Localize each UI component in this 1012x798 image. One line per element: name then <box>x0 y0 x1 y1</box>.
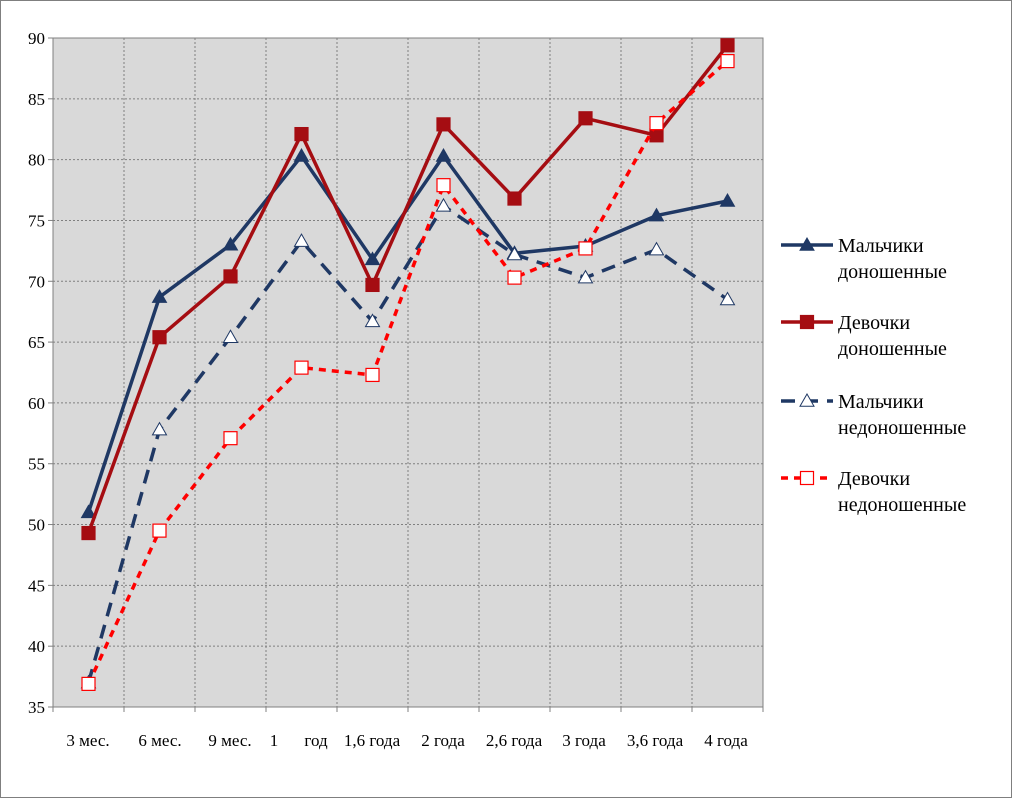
legend-label: недоношенные <box>838 494 966 516</box>
data-point-marker <box>799 236 815 251</box>
data-point-marker <box>222 236 239 251</box>
data-point-marker <box>293 147 310 162</box>
data-point-marker <box>720 38 735 53</box>
data-point-marker <box>719 291 736 306</box>
x-tick-label: 2,6 года <box>486 731 543 750</box>
data-point-marker <box>151 289 168 303</box>
data-point-marker <box>223 269 238 284</box>
data-point-marker <box>578 241 593 256</box>
data-point-marker <box>294 126 309 142</box>
x-tick-label: 2 года <box>421 731 465 750</box>
legend-item: Девочки доношенные <box>781 312 947 360</box>
data-point-marker <box>435 197 452 212</box>
y-axis: 35 40 45 50 55 60 65 70 75 80 85 90 <box>28 29 53 717</box>
data-point-marker <box>151 421 168 436</box>
x-tick-label: 9 мес. <box>208 731 251 750</box>
data-point-marker <box>365 367 380 383</box>
data-point-marker <box>719 192 736 207</box>
legend-label: Девочки <box>838 312 910 334</box>
x-tick-label: 1,6 года <box>344 731 401 750</box>
series-line <box>86 204 729 684</box>
data-point-marker <box>435 147 452 162</box>
data-point-marker <box>648 241 665 256</box>
grid-lines <box>53 38 763 707</box>
y-tick-label: 35 <box>28 698 45 717</box>
y-tick-label: 90 <box>28 29 45 48</box>
data-point-marker <box>223 431 238 446</box>
data-point-marker <box>649 116 664 131</box>
series-line <box>86 59 729 685</box>
legend-item: Мальчики доношенные <box>781 235 947 283</box>
x-tick-label: 3 мес. <box>66 731 109 750</box>
data-point-marker <box>81 676 96 691</box>
series-2 <box>81 38 735 541</box>
data-point-marker <box>222 329 239 343</box>
data-point-marker <box>799 470 815 486</box>
data-point-marker <box>799 314 815 330</box>
x-tick-label: 3,6 года <box>627 731 684 750</box>
data-point-marker <box>578 111 593 126</box>
data-point-marker <box>364 251 381 266</box>
x-tick-label: 6 мес. <box>138 731 181 750</box>
legend: МальчикидоношенныеДевочкидоношенныеМальч… <box>781 235 966 516</box>
y-tick-label: 45 <box>28 576 45 595</box>
data-point-marker <box>81 525 96 541</box>
y-tick-label: 75 <box>28 211 45 230</box>
y-tick-label: 55 <box>28 455 45 474</box>
y-tick-label: 85 <box>28 90 45 109</box>
data-point-marker <box>364 313 381 328</box>
data-point-marker <box>152 330 167 345</box>
series-group <box>80 38 736 691</box>
data-point-marker <box>720 54 735 69</box>
data-point-marker <box>152 523 167 538</box>
y-tick-label: 60 <box>28 394 45 413</box>
legend-label: недоношенные <box>838 417 966 439</box>
legend-item: Мальчики недоношенные <box>781 391 966 439</box>
data-point-marker <box>799 392 815 407</box>
data-point-marker <box>507 191 522 206</box>
x-tick-label: 3 года <box>562 731 606 750</box>
y-tick-label: 50 <box>28 516 45 535</box>
data-point-marker <box>648 207 665 222</box>
data-point-marker <box>506 246 523 261</box>
data-point-marker <box>294 360 309 375</box>
series-4 <box>81 54 735 691</box>
data-point-marker <box>577 269 594 284</box>
data-point-marker <box>436 117 451 132</box>
y-tick-label: 80 <box>28 151 45 170</box>
y-tick-label: 40 <box>28 637 45 656</box>
series-line <box>86 44 729 534</box>
legend-label: Мальчики <box>838 235 924 257</box>
x-axis: 3 мес. 6 мес. 9 мес. 1 год 1,6 года 2 года 2,6 … <box>52 707 764 750</box>
data-point-marker <box>365 277 380 293</box>
data-point-marker <box>80 504 97 519</box>
x-tick-label: год <box>304 731 328 750</box>
y-tick-label: 70 <box>28 272 45 291</box>
legend-label: доношенные <box>838 261 947 283</box>
legend-label: Мальчики <box>838 391 924 413</box>
legend-item: Девочки недоношенные <box>781 468 966 516</box>
legend-label: Девочки <box>838 468 910 490</box>
data-point-marker <box>507 270 522 285</box>
legend-label: доношенные <box>838 338 947 360</box>
x-tick-label: 4 года <box>704 731 748 750</box>
x-tick-label: 1 <box>270 731 279 750</box>
y-tick-label: 65 <box>28 333 45 352</box>
data-point-marker <box>293 233 310 247</box>
data-point-marker <box>436 178 451 193</box>
